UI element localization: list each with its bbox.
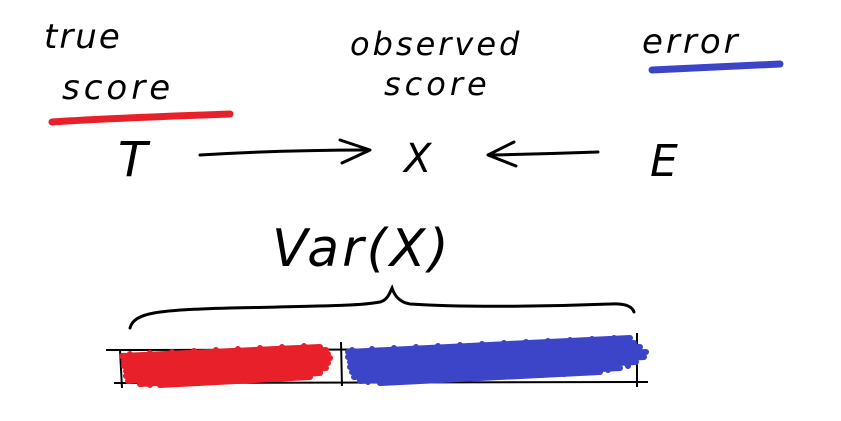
error-underline	[648, 60, 784, 74]
arrow-t-to-x	[198, 138, 372, 165]
error-fill	[345, 335, 649, 386]
true-score-label: score	[62, 68, 174, 108]
bar-divider	[340, 341, 343, 387]
arrow-e-to-x	[486, 140, 600, 168]
x-symbol: X	[402, 136, 433, 182]
e-symbol: E	[650, 136, 678, 187]
error-label: error	[642, 22, 741, 62]
observed-score-label: score	[384, 65, 491, 103]
variance-label: Var(X)	[272, 219, 452, 279]
true-score-fill	[119, 343, 333, 388]
true-label: true	[44, 17, 122, 57]
variance-bar	[105, 333, 649, 389]
curly-brace	[128, 284, 636, 330]
t-symbol: T	[118, 132, 151, 188]
true-score-underline	[48, 110, 234, 126]
observed-label: observed	[350, 25, 522, 63]
